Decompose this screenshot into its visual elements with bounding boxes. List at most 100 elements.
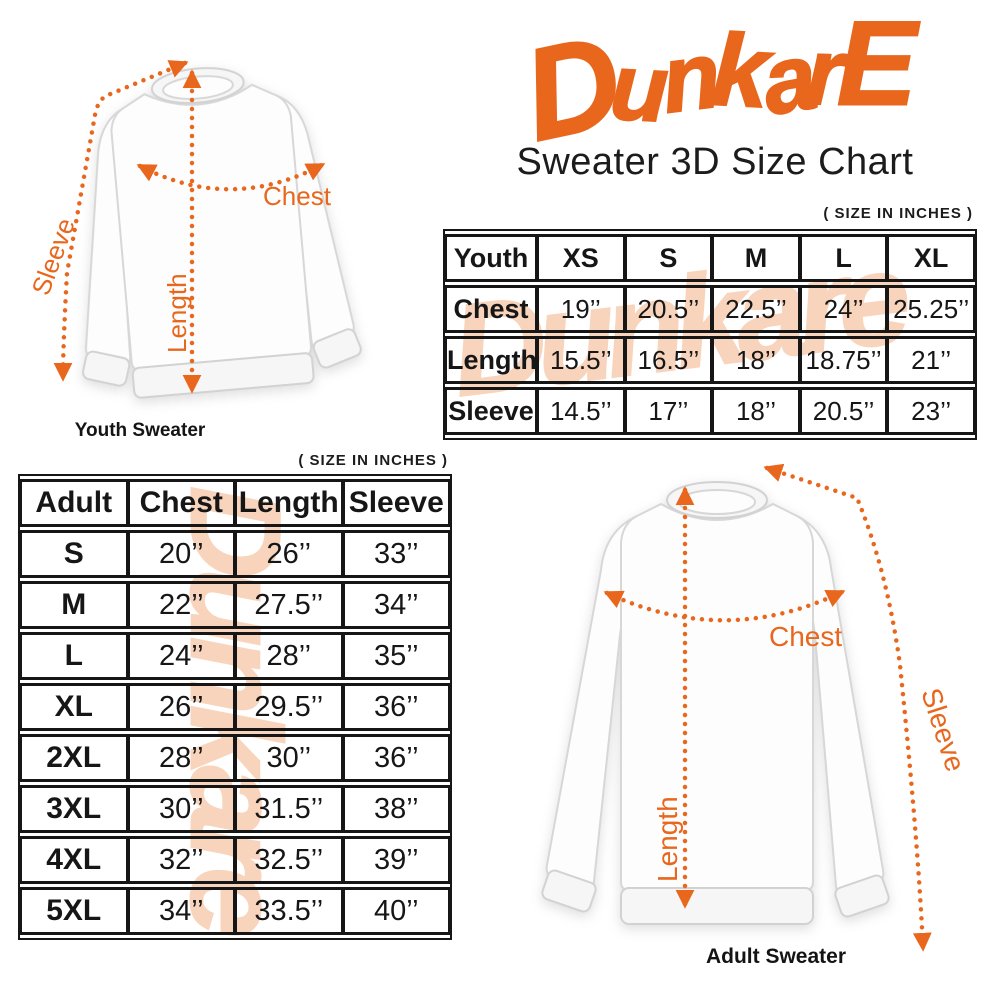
row-label: XL [20, 683, 128, 731]
size-row: M 22’’ 27.5’’ 34’’ [20, 581, 450, 629]
row-label: 2XL [20, 734, 128, 782]
row-label: 3XL [20, 785, 128, 833]
youth-length-label: Length [162, 273, 192, 353]
size-value: 20.5’’ [799, 387, 888, 435]
row-label: Length [445, 336, 537, 384]
size-value: 34’’ [127, 887, 235, 935]
size-value: 21’’ [887, 336, 975, 384]
size-row: S 20’’ 26’’ 33’’ [20, 530, 450, 578]
adult-size-table-container: Dunkare Adult Chest Length Sleeve S 20’’ 26’’ 3… [18, 474, 452, 940]
youth-sweater-illustration [81, 67, 362, 399]
size-value: 20’’ [127, 530, 235, 578]
size-row: XL 26’’ 29.5’’ 36’’ [20, 683, 450, 731]
adult-left-cuff [541, 869, 597, 913]
size-value: 30’’ [235, 734, 343, 782]
size-value: 22.5’’ [712, 285, 800, 333]
size-value: 40’’ [342, 887, 450, 935]
size-value: 18’’ [712, 387, 800, 435]
size-value: 39’’ [342, 836, 450, 884]
header-cell: Chest [127, 479, 235, 527]
youth-right-cuff [312, 328, 362, 369]
size-value: 14.5’’ [537, 387, 625, 435]
size-row: Length 15.5’’ 16.5’’ 18’’ 18.75’’ 21’’ [445, 336, 975, 384]
header-cell: Length [235, 479, 343, 527]
size-value: 18.75’’ [799, 336, 888, 384]
size-value: 25.25’’ [887, 285, 975, 333]
size-row: Chest 19’’ 20.5’’ 22.5’’ 24’’ 25.25’’ [445, 285, 975, 333]
size-value: 24’’ [799, 285, 888, 333]
size-value: 32’’ [127, 836, 235, 884]
size-note-youth: ( SIZE IN INCHES ) [823, 205, 973, 222]
header-cell: XS [537, 234, 625, 282]
youth-size-table: Youth XS S M L XL Chest 19’’ 20.5’’ 22.5’’ 24’’ 25.… [445, 231, 975, 438]
adult-size-table: Adult Chest Length Sleeve S 20’’ 26’’ 33’’ M 22’’… [20, 476, 450, 938]
header-cell: Sleeve [342, 479, 450, 527]
size-value: 34’’ [342, 581, 450, 629]
size-value: 22’’ [127, 581, 235, 629]
row-label: Sleeve [445, 387, 537, 435]
size-row: 3XL 30’’ 31.5’’ 38’’ [20, 785, 450, 833]
adult-sleeve-arrow [763, 463, 932, 952]
youth-sleeve-arrow [53, 60, 189, 382]
page-title: Sweater 3D Size Chart [516, 141, 914, 183]
size-row: L 24’’ 28’’ 35’’ [20, 632, 450, 680]
youth-chest-label: Chest [263, 181, 332, 211]
size-value: 23’’ [887, 387, 975, 435]
youth-sleeve-label: Sleeve [25, 214, 80, 299]
size-value: 31.5’’ [235, 785, 343, 833]
size-value: 33.5’’ [235, 887, 343, 935]
size-value: 20.5’’ [624, 285, 713, 333]
size-value: 16.5’’ [624, 336, 713, 384]
size-value: 35’’ [342, 632, 450, 680]
size-value: 15.5’’ [537, 336, 625, 384]
size-value: 38’’ [342, 785, 450, 833]
size-value: 24’’ [127, 632, 235, 680]
adult-sweater-illustration [541, 481, 890, 925]
size-value: 29.5’’ [235, 683, 343, 731]
size-value: 36’’ [342, 683, 450, 731]
size-value: 33’’ [342, 530, 450, 578]
adult-sleeve-label: Sleeve [915, 684, 971, 775]
youth-caption: Youth Sweater [74, 420, 206, 441]
header-cell: XL [887, 234, 975, 282]
adult-chest-label: Chest [769, 621, 842, 652]
size-value: 17’’ [624, 387, 713, 435]
size-note-adult: ( SIZE IN INCHES ) [298, 452, 448, 469]
size-value: 26’’ [235, 530, 343, 578]
logo-letter: E [835, 0, 917, 132]
size-value: 36’’ [342, 734, 450, 782]
adult-collar-inner [678, 489, 756, 515]
size-row: 2XL 28’’ 30’’ 36’’ [20, 734, 450, 782]
adult-hem-band [620, 887, 814, 925]
header-cell: Adult [20, 479, 128, 527]
size-value: 32.5’’ [235, 836, 343, 884]
row-label: S [20, 530, 128, 578]
youth-torso [110, 83, 313, 371]
header-row: Adult Chest Length Sleeve [20, 479, 450, 527]
row-label: Chest [445, 285, 537, 333]
header-row: Youth XS S M L XL [445, 234, 975, 282]
size-value: 28’’ [235, 632, 343, 680]
row-label: M [20, 581, 128, 629]
row-label: 5XL [20, 887, 128, 935]
size-row: 4XL 32’’ 32.5’’ 39’’ [20, 836, 450, 884]
size-value: 28’’ [127, 734, 235, 782]
header-cell: L [799, 234, 888, 282]
adult-sweater-diagram: Chest Length Sleeve [541, 463, 971, 952]
adult-length-label: Length [652, 796, 683, 882]
youth-size-table-container: Dunkare Youth XS S M L XL Chest 19’’ 20.5’’ 22.5’… [443, 229, 977, 440]
header-cell: M [712, 234, 800, 282]
size-value: 18’’ [712, 336, 800, 384]
size-value: 30’’ [127, 785, 235, 833]
size-value: 19’’ [537, 285, 625, 333]
size-row: Sleeve 14.5’’ 17’’ 18’’ 20.5’’ 23’’ [445, 387, 975, 435]
row-label: L [20, 632, 128, 680]
youth-sweater-diagram: Chest Length Sleeve [25, 60, 362, 399]
header-cell: Youth [445, 234, 537, 282]
size-row: 5XL 34’’ 33.5’’ 40’’ [20, 887, 450, 935]
header-cell: S [624, 234, 713, 282]
size-value: 27.5’’ [235, 581, 343, 629]
size-value: 26’’ [127, 683, 235, 731]
